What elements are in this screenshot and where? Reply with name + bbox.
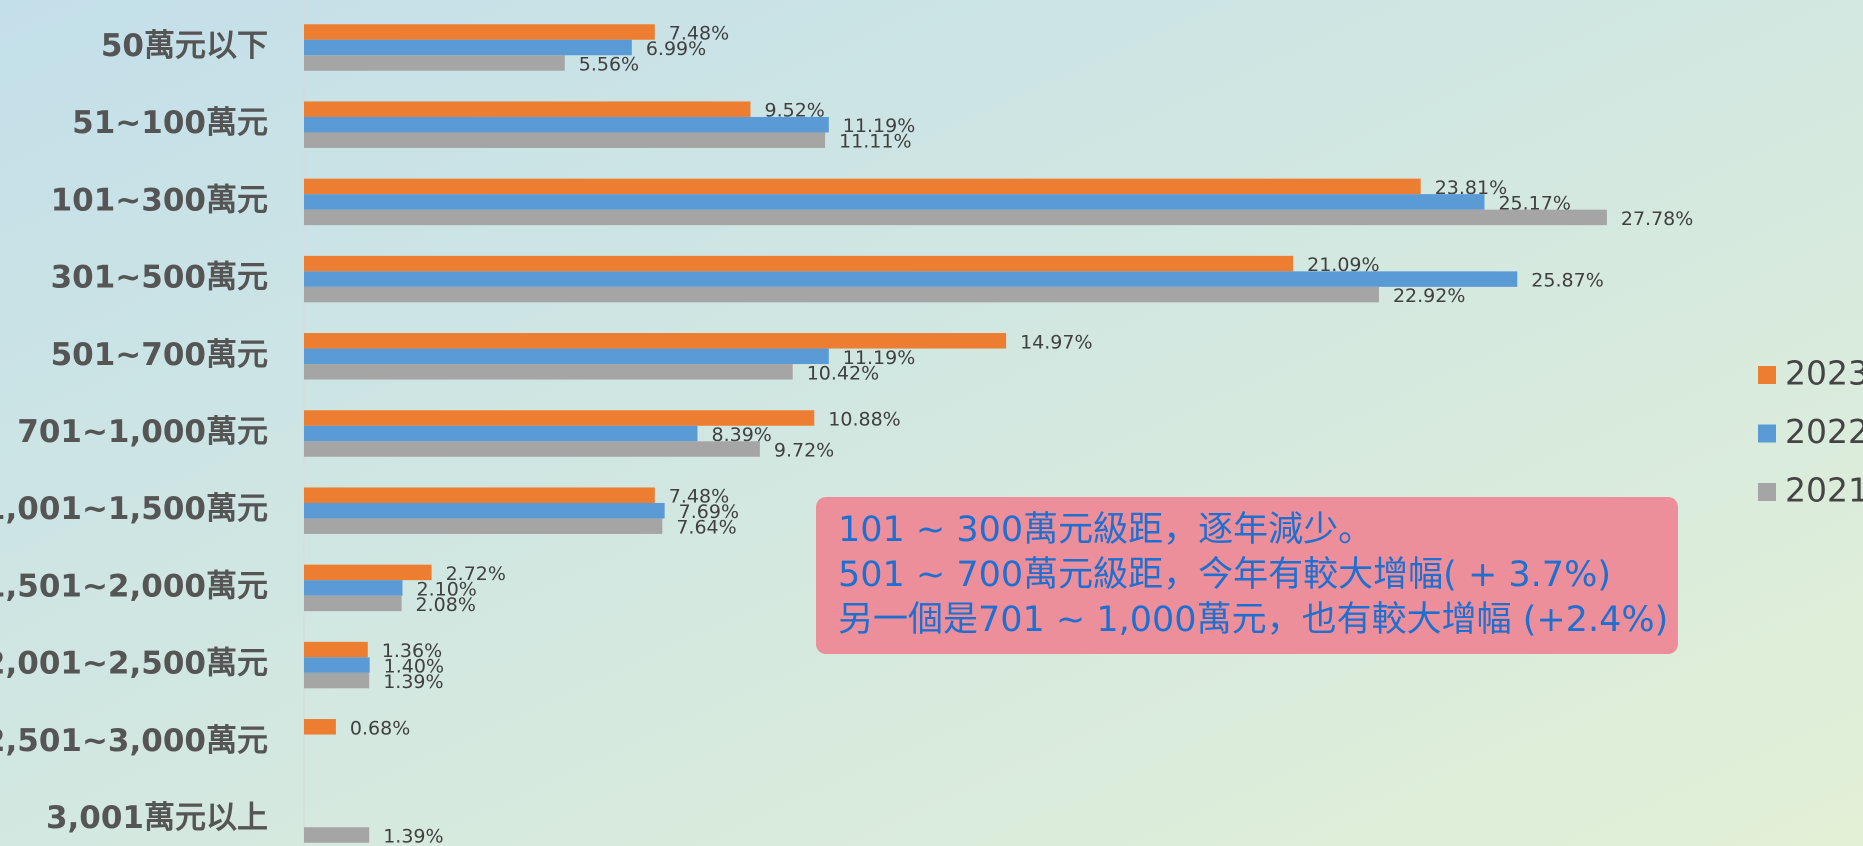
value-label: 27.78% <box>1621 208 1693 230</box>
bar <box>304 39 632 56</box>
bar <box>304 487 655 503</box>
value-label: 1.39% <box>383 826 443 846</box>
category-label: 301~500萬元 <box>51 260 268 296</box>
annotation-box <box>816 497 1678 654</box>
value-label: 6.99% <box>646 38 706 60</box>
bar <box>304 271 1518 287</box>
value-label: 7.48% <box>669 23 729 45</box>
value-label: 0.68% <box>350 717 410 739</box>
annotation: 另一個是701 ~ 1,000萬元，也有較大增幅 (+2.4%) <box>838 600 1668 640</box>
bar <box>304 286 1379 303</box>
category-label: 1,501~2,000萬元 <box>0 568 268 604</box>
category-label: 701~1,000萬元 <box>17 414 268 450</box>
bar <box>304 255 1294 272</box>
value-label: 23.81% <box>1435 177 1507 199</box>
bar <box>304 410 815 426</box>
bar <box>304 595 402 612</box>
bar <box>304 209 1607 226</box>
bar <box>304 564 432 581</box>
bar <box>304 55 565 71</box>
value-label: 1.36% <box>382 640 442 662</box>
bar <box>304 348 829 365</box>
legend-label: 2023 <box>1785 354 1863 393</box>
legend-swatch <box>1758 424 1776 443</box>
category-label: 1,001~1,500萬元 <box>0 491 268 527</box>
bar <box>304 641 368 658</box>
bar <box>304 116 829 133</box>
value-label: 1.39% <box>383 671 443 693</box>
bar <box>304 502 665 519</box>
category-label: 50萬元以下 <box>101 28 268 64</box>
bar <box>304 364 793 380</box>
value-label: 10.88% <box>828 409 900 431</box>
value-label: 1.40% <box>384 656 444 678</box>
value-label: 9.72% <box>774 440 834 462</box>
bar <box>304 333 1007 349</box>
value-label: 21.09% <box>1307 254 1379 276</box>
bar <box>304 24 655 40</box>
category-label: 101~300萬元 <box>51 182 268 218</box>
value-label: 5.56% <box>579 54 639 76</box>
category-label: 2,501~3,000萬元 <box>0 723 268 759</box>
value-label: 11.19% <box>843 115 915 137</box>
category-label: 51~100萬元 <box>72 105 268 141</box>
legend-swatch <box>1758 483 1776 501</box>
value-label: 7.69% <box>679 501 739 523</box>
legend-swatch <box>1758 366 1776 384</box>
value-label: 10.42% <box>807 362 879 384</box>
bar <box>304 657 370 673</box>
bar <box>304 194 1485 210</box>
bar <box>304 441 760 457</box>
value-label: 2.08% <box>416 594 476 616</box>
category-label: 501~700萬元 <box>51 337 268 373</box>
value-label: 2.10% <box>416 578 476 600</box>
bar <box>304 827 370 843</box>
bar <box>304 672 370 689</box>
bar <box>304 101 751 117</box>
annotation: 101 ~ 300萬元級距，逐年減少。 <box>838 510 1373 550</box>
value-label: 14.97% <box>1020 331 1092 353</box>
bar <box>304 425 698 442</box>
bar <box>304 518 663 534</box>
value-label: 7.64% <box>676 517 736 539</box>
value-label: 22.92% <box>1393 285 1465 307</box>
bar <box>304 178 1421 195</box>
category-label: 3,001萬元以上 <box>46 800 268 836</box>
annotation: 501 ~ 700萬元級距，今年有較大增幅( + 3.7%) <box>838 555 1611 595</box>
bar <box>304 719 336 735</box>
value-label: 8.39% <box>711 424 771 446</box>
value-label: 25.87% <box>1531 270 1603 292</box>
legend-label: 2022 <box>1785 412 1863 451</box>
value-label: 9.52% <box>764 100 824 122</box>
bar <box>304 132 826 148</box>
value-label: 11.11% <box>839 131 911 153</box>
value-label: 25.17% <box>1498 192 1570 214</box>
legend-label: 2021 <box>1785 471 1863 510</box>
value-label: 7.48% <box>669 486 729 508</box>
bar <box>304 580 403 596</box>
category-label: 2,001~2,500萬元 <box>0 646 268 682</box>
value-label: 2.72% <box>446 563 506 585</box>
value-label: 11.19% <box>843 347 915 369</box>
